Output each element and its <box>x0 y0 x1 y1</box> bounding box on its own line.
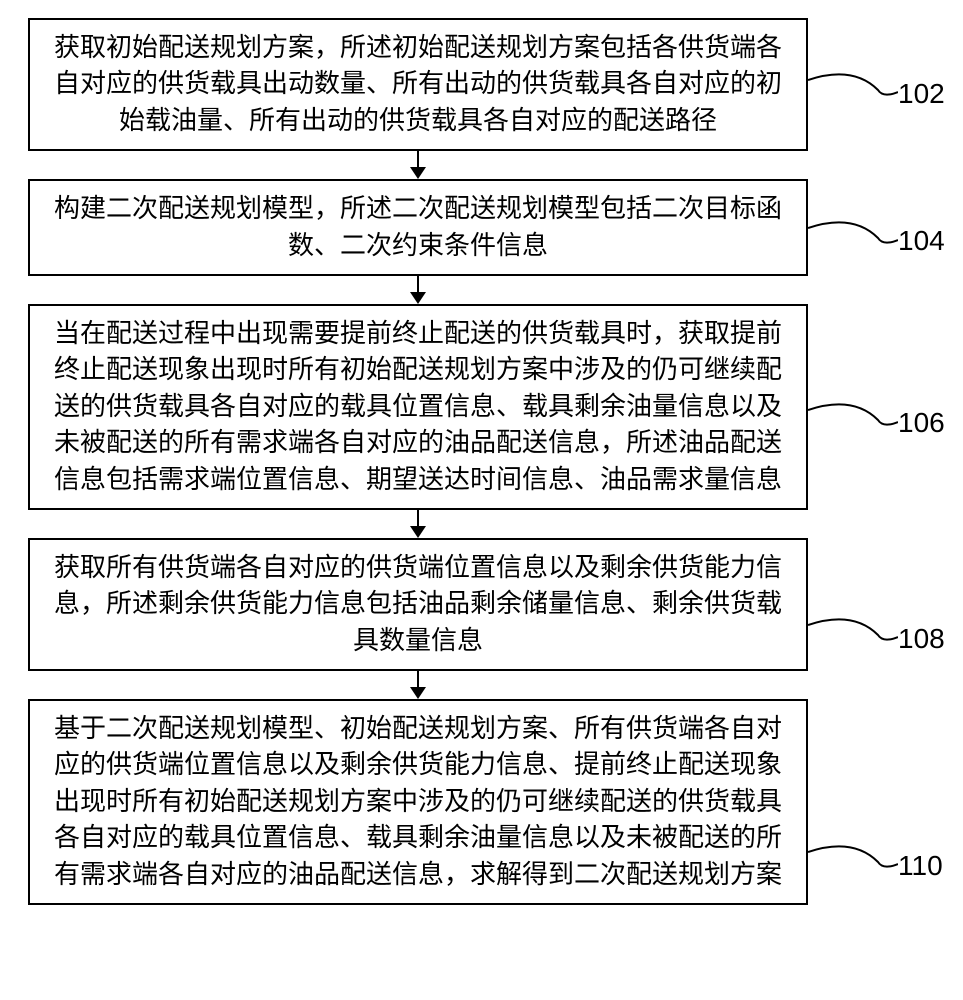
node-text: 获取所有供货端各自对应的供货端位置信息以及剩余供货能力信息，所述剩余供货能力信息… <box>54 553 782 655</box>
arrow-down-icon <box>406 510 430 538</box>
flow-node-102: 获取初始配送规划方案，所述初始配送规划方案包括各供货端各自对应的供货载具出动数量… <box>28 18 808 151</box>
arrow-down-icon <box>406 151 430 179</box>
flow-node-106: 当在配送过程中出现需要提前终止配送的供货载具时，获取提前终止配送现象出现时所有初… <box>28 304 808 510</box>
arrow-2 <box>28 276 808 304</box>
node-label-104: 104 <box>898 225 945 257</box>
arrow-down-icon <box>406 276 430 304</box>
node-text: 构建二次配送规划模型，所述二次配送规划模型包括二次目标函数、二次约束条件信息 <box>54 194 782 259</box>
flow-node-104: 构建二次配送规划模型，所述二次配送规划模型包括二次目标函数、二次约束条件信息 <box>28 179 808 276</box>
node-text: 获取初始配送规划方案，所述初始配送规划方案包括各供货端各自对应的供货载具出动数量… <box>54 33 782 135</box>
flow-node-108: 获取所有供货端各自对应的供货端位置信息以及剩余供货能力信息，所述剩余供货能力信息… <box>28 538 808 671</box>
flow-node-110: 基于二次配送规划模型、初始配送规划方案、所有供货端各自对应的供货端位置信息以及剩… <box>28 699 808 905</box>
node-label-110: 110 <box>898 850 943 882</box>
arrow-4 <box>28 671 808 699</box>
node-label-102: 102 <box>898 78 945 110</box>
node-label-108: 108 <box>898 623 945 655</box>
arrow-3 <box>28 510 808 538</box>
node-label-106: 106 <box>898 407 945 439</box>
node-text: 基于二次配送规划模型、初始配送规划方案、所有供货端各自对应的供货端位置信息以及剩… <box>54 714 782 889</box>
flowchart-container: 获取初始配送规划方案，所述初始配送规划方案包括各供货端各自对应的供货载具出动数量… <box>28 18 938 905</box>
arrow-down-icon <box>406 671 430 699</box>
node-text: 当在配送过程中出现需要提前终止配送的供货载具时，获取提前终止配送现象出现时所有初… <box>54 319 782 494</box>
arrow-1 <box>28 151 808 179</box>
